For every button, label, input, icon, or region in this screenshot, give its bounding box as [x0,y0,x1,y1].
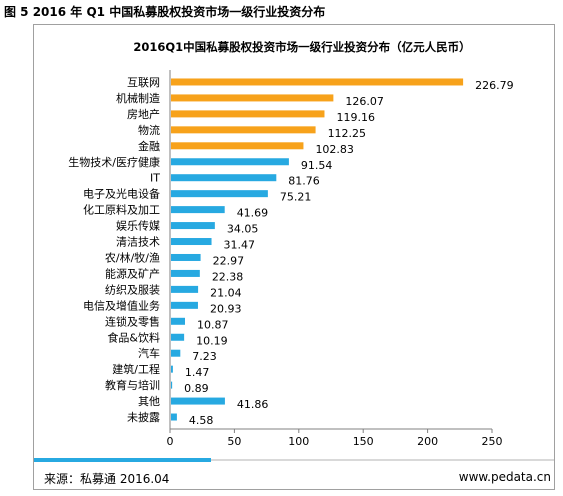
category-label: 建筑/工程 [112,362,160,376]
value-label: 22.97 [213,254,245,267]
bar [171,413,177,421]
bar [171,94,334,102]
value-label: 119.16 [336,111,375,124]
bar [171,365,173,373]
category-label: 汽车 [138,346,160,360]
value-label: 0.89 [184,382,209,395]
footer-accent-bar [34,458,211,462]
value-label: 1.47 [185,366,210,379]
category-label: 机械制造 [116,91,160,105]
value-label: 7.23 [192,350,217,363]
footer-source: 来源：私募通 2016.04 [44,472,170,486]
value-label: 75.21 [280,191,312,204]
footer-url: www.pedata.cn [458,470,551,484]
value-label: 34.05 [227,223,258,236]
value-label: 102.83 [315,143,354,156]
category-label: 连锁及零售 [105,314,160,328]
x-axis: 0 50 100 150 200 250 [167,70,503,448]
value-label: 20.93 [210,302,242,315]
value-label: 31.47 [224,239,256,252]
value-label: 91.54 [301,159,333,172]
x-tick-label: 250 [482,435,503,448]
value-label: 41.69 [237,207,269,220]
category-label: 食品&饮料 [107,330,160,344]
category-label: 物流 [138,123,160,137]
category-label: 教育与培训 [105,378,160,392]
value-label: 126.07 [345,95,384,108]
category-label: 纺织及服装 [105,282,160,296]
value-label: 4.58 [189,414,214,427]
value-label: 41.86 [237,398,269,411]
bar [171,317,186,325]
value-label: 81.76 [288,175,320,188]
category-label: 其他 [138,395,160,408]
x-tick-label: 0 [167,435,174,448]
category-label: 娱乐传媒 [116,219,160,233]
value-label: 10.87 [197,318,229,331]
bar [171,349,181,357]
chart-title: 2016Q1中国私募股权投资市场一级行业投资分布（亿元人民币） [133,40,470,54]
category-label: 生物技术/医疗健康 [68,155,160,169]
bar [171,222,215,230]
category-label: 未披露 [127,410,160,424]
value-label: 10.19 [196,334,228,347]
bar [171,142,304,150]
bar [171,78,464,86]
bar [171,206,225,214]
bar [171,174,277,182]
bar [171,285,199,293]
x-tick-label: 50 [227,435,241,448]
bar [171,333,185,341]
category-label: 电子及光电设备 [83,187,160,201]
category-label: 能源及矿产 [105,266,160,280]
bar [171,381,173,389]
category-label: 清洁技术 [116,236,160,249]
bar [171,190,268,198]
x-tick-label: 200 [417,435,438,448]
category-label: 房地产 [127,107,160,121]
category-label: 化工原料及加工 [83,203,160,217]
x-tick-label: 100 [288,435,309,448]
bar [171,269,200,277]
category-label: IT [150,172,160,185]
category-label: 互联网 [127,76,160,89]
bar [171,301,198,309]
value-label: 226.79 [475,79,514,92]
value-label: 22.38 [212,270,244,283]
bar [171,126,316,134]
bar [171,397,225,405]
value-label: 112.25 [328,127,367,140]
category-label: 农/林/牧/渔 [105,250,160,264]
bar [171,253,201,261]
bar [171,110,325,118]
bar [171,158,289,166]
value-label: 21.04 [210,286,242,299]
bars-layer: 互联网 226.79 机械制造 126.07 房地产 119.16 物流 112.25 金融 10… [68,76,513,427]
footer-divider [211,459,554,461]
chart-frame [33,24,555,490]
figure-caption: 图 5 2016 年 Q1 中国私募股权投资市场一级行业投资分布 [4,5,326,19]
category-label: 电信及增值业务 [83,298,160,312]
bar [171,238,212,246]
x-tick-label: 150 [353,435,374,448]
category-label: 金融 [138,139,160,153]
